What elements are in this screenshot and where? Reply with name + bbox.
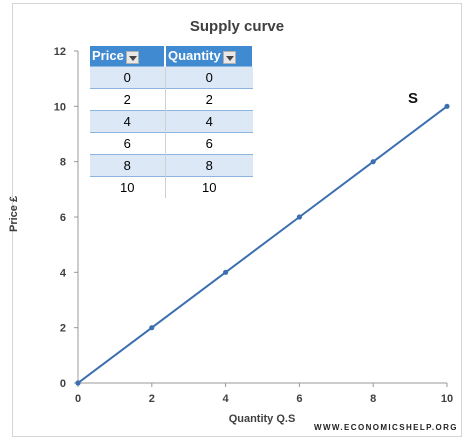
y-tick-label: 2: [60, 323, 66, 335]
table-cell[interactable]: 2: [165, 88, 253, 111]
y-tick-label: 10: [54, 101, 66, 113]
table-cell[interactable]: 4: [90, 110, 166, 133]
filter-dropdown-icon[interactable]: [125, 50, 139, 64]
column-header-label: Quantity: [168, 48, 221, 64]
x-tick-label: 8: [370, 393, 376, 405]
filter-dropdown-icon[interactable]: [222, 50, 236, 64]
table-cell[interactable]: 10: [90, 176, 166, 198]
y-tick-label: 0: [60, 378, 66, 390]
x-tick-label: 2: [149, 393, 155, 405]
table-row: 10 10: [90, 176, 253, 198]
data-point: [149, 325, 155, 331]
data-point: [223, 269, 229, 275]
table-cell[interactable]: 6: [90, 132, 166, 155]
website-credit: WWW.ECONOMICSHELP.ORG: [314, 423, 458, 432]
table-row: 2 2: [90, 88, 253, 111]
y-tick-label: 6: [60, 212, 66, 224]
table-row: 8 8: [90, 154, 253, 177]
table-cell[interactable]: 0: [90, 66, 166, 89]
chart-title: Supply curve: [189, 18, 285, 35]
column-header-price[interactable]: Price: [90, 46, 166, 67]
x-axis-label: Quantity Q.S: [228, 413, 296, 425]
chart-frame: [12, 3, 462, 437]
y-axis-label: Price £: [8, 195, 20, 232]
table-cell[interactable]: 8: [90, 154, 166, 177]
column-header-label: Price: [92, 48, 124, 64]
table-cell[interactable]: 2: [90, 88, 166, 111]
y-tick-label: 12: [54, 46, 66, 58]
table-row: 6 6: [90, 132, 253, 155]
table-row: 4 4: [90, 110, 253, 133]
data-point: [296, 214, 302, 220]
table-row: 0 0: [90, 66, 253, 89]
series-line-s: [77, 105, 448, 384]
table-cell[interactable]: 6: [165, 132, 253, 155]
table-cell[interactable]: 4: [165, 110, 253, 133]
column-header-quantity[interactable]: Quantity: [165, 46, 254, 67]
x-tick-label: 4: [223, 393, 230, 405]
table-cell[interactable]: 0: [165, 66, 253, 89]
x-tick-label: 10: [441, 393, 453, 405]
y-tick-label: 4: [60, 267, 67, 279]
x-tick-label: 6: [296, 393, 302, 405]
table-cell[interactable]: 8: [165, 154, 253, 177]
table-cell[interactable]: 10: [165, 176, 253, 198]
data-point: [444, 103, 450, 109]
y-tick-label: 8: [60, 157, 66, 169]
series-label-s: S: [408, 90, 419, 107]
data-table: Price Quantity 0 0 2 2 4 4 6 6 8 8 10: [90, 46, 254, 198]
data-point: [75, 380, 81, 386]
table-header-row: Price Quantity: [90, 46, 254, 67]
x-tick-label: 0: [75, 393, 81, 405]
data-point: [370, 159, 376, 165]
